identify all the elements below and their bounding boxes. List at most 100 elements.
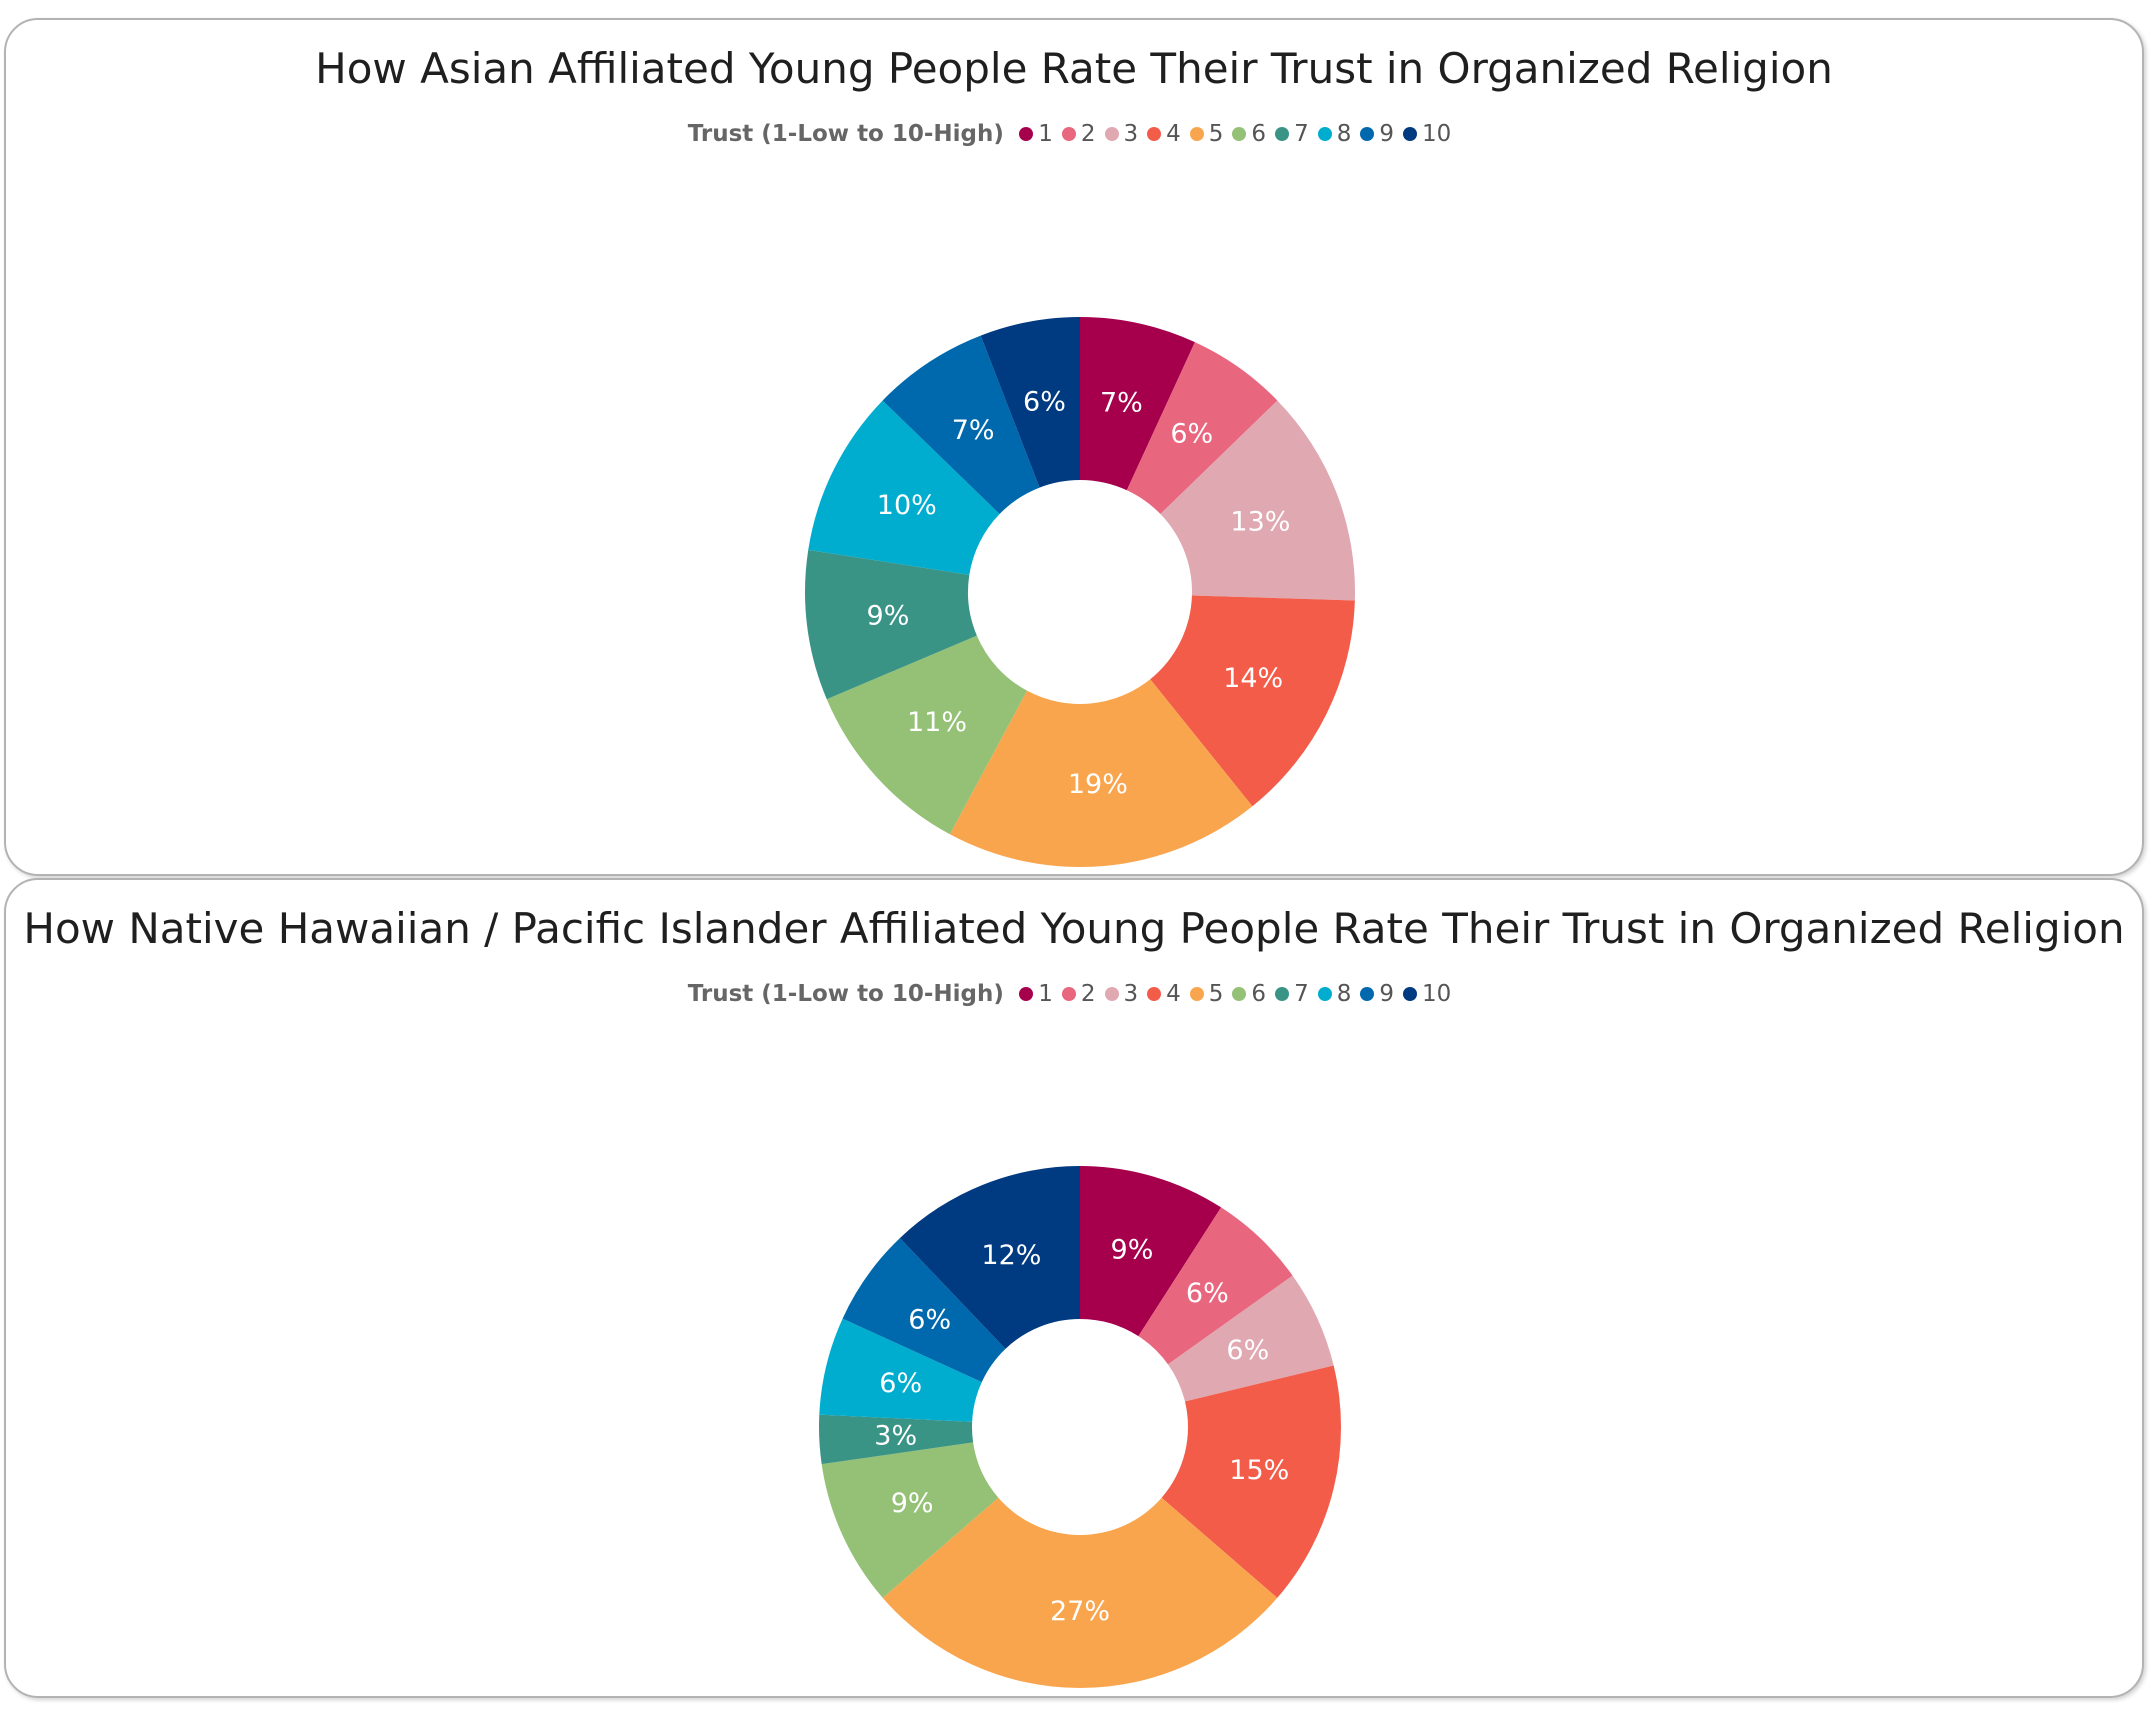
slice-label-8: 6% [879, 1368, 922, 1399]
legend: Trust (1-Low to 10-High) 1 2 3 4 5 6 7 8 9 10 [6, 981, 2142, 1007]
legend-dot-icon [1019, 127, 1034, 141]
slice-label-8: 10% [877, 490, 937, 521]
donut-slice-5[interactable] [882, 1497, 1278, 1688]
slice-label-6: 11% [907, 707, 967, 738]
donut-slice-9[interactable] [882, 335, 1040, 515]
donut-slice-4[interactable] [1161, 1365, 1342, 1598]
legend-item-8[interactable]: 8 [1317, 121, 1352, 147]
legend-label: 1 [1038, 121, 1053, 147]
legend-item-4[interactable]: 4 [1147, 121, 1181, 147]
donut-slice-10[interactable] [980, 317, 1080, 488]
legend-item-7[interactable]: 7 [1275, 981, 1309, 1007]
legend-dot-icon [1360, 127, 1375, 141]
legend-label: 10 [1421, 121, 1452, 147]
legend-item-2[interactable]: 2 [1061, 121, 1096, 147]
chart-panel-asian: How Asian Affiliated Young People Rate T… [4, 18, 2144, 876]
legend-item-9[interactable]: 9 [1360, 121, 1394, 147]
slice-label-10: 12% [981, 1240, 1041, 1271]
legend-dot-icon [1402, 987, 1417, 1001]
legend-dot-icon [1402, 127, 1417, 141]
legend-dot-icon [1232, 127, 1247, 141]
legend-item-1[interactable]: 1 [1019, 981, 1053, 1007]
donut-slice-3[interactable] [1167, 1275, 1334, 1402]
legend-item-1[interactable]: 1 [1019, 121, 1053, 147]
legend-label: 9 [1379, 981, 1394, 1007]
legend-item-5[interactable]: 5 [1189, 981, 1224, 1007]
legend-item-4[interactable]: 4 [1147, 981, 1181, 1007]
chart-title: How Native Hawaiian / Pacific Islander A… [23, 904, 2125, 953]
donut-slice-8[interactable] [808, 400, 1000, 575]
legend-dot-icon [1061, 127, 1076, 141]
legend-label: 4 [1166, 981, 1181, 1007]
slice-label-3: 13% [1230, 507, 1290, 538]
legend-label: 10 [1421, 981, 1452, 1007]
legend-title: Trust (1-Low to 10-High) [687, 981, 1004, 1007]
legend-dot-icon [1275, 987, 1290, 1001]
legend-item-10[interactable]: 10 [1402, 981, 1452, 1007]
donut-slice-7[interactable] [819, 1414, 974, 1465]
slice-label-6: 9% [891, 1488, 934, 1519]
legend-label: 2 [1080, 981, 1096, 1007]
legend-item-3[interactable]: 3 [1104, 981, 1138, 1007]
legend-item-8[interactable]: 8 [1317, 981, 1352, 1007]
legend-item-6[interactable]: 6 [1232, 121, 1266, 147]
legend-item-9[interactable]: 9 [1360, 981, 1394, 1007]
donut-slice-7[interactable] [805, 549, 977, 700]
legend-dot-icon [1317, 987, 1332, 1001]
slice-label-1: 9% [1111, 1234, 1154, 1265]
legend-dot-icon [1019, 987, 1034, 1001]
legend-dot-icon [1360, 987, 1375, 1001]
legend-item-3[interactable]: 3 [1104, 121, 1139, 147]
donut-slice-1[interactable] [1080, 1166, 1222, 1337]
legend-label: 7 [1294, 981, 1309, 1007]
donut-chart-nhpi: 9% 6% 6% 15% 27% 9% 3% 6% 6% 12% [819, 1166, 1342, 1688]
legend-item-7[interactable]: 7 [1275, 121, 1309, 147]
slice-label-2: 6% [1186, 1278, 1229, 1309]
slice-label-5: 19% [1068, 769, 1128, 800]
legend-item-10[interactable]: 10 [1402, 121, 1452, 147]
legend-item-6[interactable]: 6 [1232, 981, 1266, 1007]
legend-label: 2 [1080, 121, 1096, 147]
slice-label-4: 14% [1223, 663, 1283, 694]
legend-dot-icon [1189, 987, 1204, 1001]
legend-label: 6 [1251, 981, 1267, 1007]
donut-slice-5[interactable] [949, 679, 1253, 868]
slice-label-5: 27% [1050, 1596, 1110, 1627]
legend-title: Trust (1-Low to 10-High) [687, 121, 1004, 147]
donut-slice-3[interactable] [1160, 400, 1355, 601]
legend-label: 9 [1379, 121, 1394, 147]
legend-dot-icon [1104, 987, 1119, 1001]
legend-label: 5 [1208, 121, 1224, 147]
legend-label: 8 [1336, 981, 1352, 1007]
legend-dot-icon [1275, 127, 1290, 141]
legend-dot-icon [1147, 127, 1162, 141]
donut-slice-1[interactable] [1080, 317, 1195, 491]
legend-label: 1 [1038, 981, 1053, 1007]
slice-label-3: 6% [1226, 1335, 1269, 1366]
slice-label-7: 9% [867, 600, 910, 631]
donut-slice-9[interactable] [842, 1238, 1006, 1383]
legend-label: 3 [1123, 121, 1139, 147]
legend-label: 8 [1336, 121, 1352, 147]
legend-item-5[interactable]: 5 [1189, 121, 1224, 147]
donut-slice-6[interactable] [821, 1442, 999, 1598]
legend-label: 5 [1208, 981, 1224, 1007]
legend-dot-icon [1104, 127, 1119, 141]
donut-slice-2[interactable] [1126, 342, 1278, 515]
chart-title: How Asian Affiliated Young People Rate T… [315, 44, 1833, 93]
donut-slice-2[interactable] [1138, 1207, 1293, 1365]
donut-slice-8[interactable] [819, 1318, 982, 1422]
donut-slice-10[interactable] [899, 1166, 1080, 1349]
slice-label-7: 3% [874, 1420, 917, 1451]
slice-label-2: 6% [1170, 419, 1213, 450]
donut-slice-4[interactable] [1150, 595, 1355, 807]
donut-slice-6[interactable] [826, 635, 1028, 835]
legend-dot-icon [1147, 987, 1162, 1001]
donut-chart-asian: 7% 6% 13% 14% 19% 11% 9% 10% 7% 6% [805, 317, 1355, 868]
legend-dot-icon [1189, 127, 1204, 141]
chart-panel-nhpi: How Native Hawaiian / Pacific Islander A… [4, 878, 2144, 1698]
legend-item-2[interactable]: 2 [1061, 981, 1096, 1007]
legend-label: 4 [1166, 121, 1181, 147]
slice-label-9: 6% [908, 1304, 951, 1335]
legend-dot-icon [1317, 127, 1332, 141]
